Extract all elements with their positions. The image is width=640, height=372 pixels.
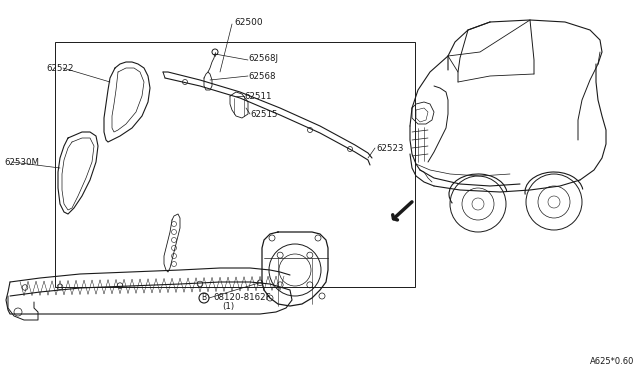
Text: 62515: 62515	[250, 109, 278, 119]
Text: 62523: 62523	[376, 144, 403, 153]
Text: (1): (1)	[222, 301, 234, 311]
Text: A625*0.60: A625*0.60	[589, 357, 634, 366]
Text: 62568: 62568	[248, 71, 275, 80]
Text: 62530M: 62530M	[4, 157, 39, 167]
Text: 08120-8162F: 08120-8162F	[213, 294, 271, 302]
Text: 62511: 62511	[244, 92, 271, 100]
Text: 62522: 62522	[46, 64, 74, 73]
Text: 62568J: 62568J	[248, 54, 278, 62]
Bar	[55, 42, 415, 287]
Text: 62500: 62500	[234, 17, 262, 26]
Text: B: B	[202, 294, 207, 302]
